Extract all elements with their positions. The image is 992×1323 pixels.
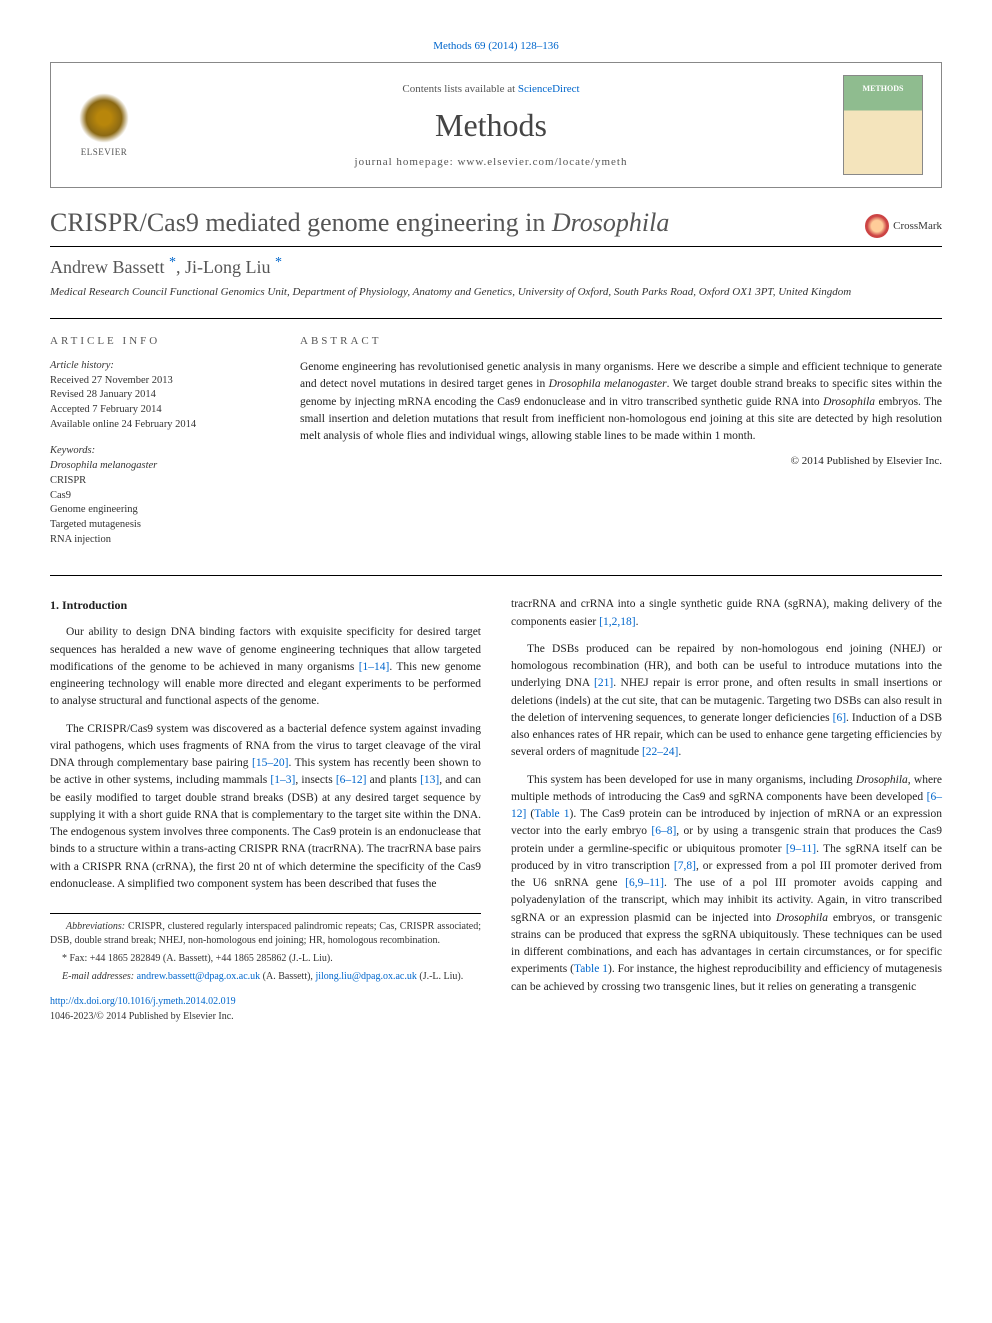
contents-line: Contents lists available at ScienceDirec… bbox=[139, 83, 843, 95]
email-line: E-mail addresses: andrew.bassett@dpag.ox… bbox=[50, 970, 481, 984]
keyword: Cas9 bbox=[50, 489, 250, 504]
email-author: (A. Bassett), bbox=[260, 971, 315, 982]
history-line: Revised 28 January 2014 bbox=[50, 388, 250, 403]
homepage-url[interactable]: www.elsevier.com/locate/ymeth bbox=[457, 156, 627, 168]
paragraph: The DSBs produced can be repaired by non… bbox=[511, 641, 942, 762]
journal-reference: Methods 69 (2014) 128–136 bbox=[50, 40, 942, 52]
article-info-header: ARTICLE INFO bbox=[50, 335, 250, 347]
crossmark-badge[interactable]: CrossMark bbox=[865, 214, 942, 238]
keyword: Drosophila melanogaster bbox=[50, 459, 250, 474]
article-history: Article history: Received 27 November 20… bbox=[50, 359, 250, 432]
contents-prefix: Contents lists available at bbox=[402, 83, 517, 95]
crossmark-icon bbox=[865, 214, 889, 238]
email-label: E-mail addresses: bbox=[62, 971, 134, 982]
email-link[interactable]: jilong.liu@dpag.ox.ac.uk bbox=[315, 971, 416, 982]
paragraph: Our ability to design DNA binding factor… bbox=[50, 624, 481, 710]
journal-header: ELSEVIER Contents lists available at Sci… bbox=[50, 62, 942, 188]
abstract: ABSTRACT Genome engineering has revoluti… bbox=[270, 335, 942, 559]
issn-copyright: 1046-2023/© 2014 Published by Elsevier I… bbox=[50, 1009, 481, 1024]
email-author: (J.-L. Liu). bbox=[417, 971, 463, 982]
keywords: Keywords: Drosophila melanogaster CRISPR… bbox=[50, 444, 250, 547]
affiliation: Medical Research Council Functional Geno… bbox=[50, 286, 942, 298]
article-info: ARTICLE INFO Article history: Received 2… bbox=[50, 335, 270, 559]
keywords-label: Keywords: bbox=[50, 444, 250, 459]
doi-link[interactable]: http://dx.doi.org/10.1016/j.ymeth.2014.0… bbox=[50, 994, 481, 1009]
paragraph: This system has been developed for use i… bbox=[511, 772, 942, 996]
history-label: Article history: bbox=[50, 359, 250, 374]
paragraph: tracrRNA and crRNA into a single synthet… bbox=[511, 596, 942, 631]
right-column: tracrRNA and crRNA into a single synthet… bbox=[511, 596, 942, 1024]
footnotes: Abbreviations: CRISPR, clustered regular… bbox=[50, 913, 481, 984]
history-line: Received 27 November 2013 bbox=[50, 374, 250, 389]
homepage-prefix: journal homepage: bbox=[355, 156, 458, 168]
authors: Andrew Bassett *, Ji-Long Liu * bbox=[50, 255, 942, 278]
left-column: 1. Introduction Our ability to design DN… bbox=[50, 596, 481, 1024]
abstract-header: ABSTRACT bbox=[300, 335, 942, 347]
journal-homepage: journal homepage: www.elsevier.com/locat… bbox=[139, 156, 843, 168]
crossmark-label: CrossMark bbox=[893, 220, 942, 232]
article-title: CRISPR/Cas9 mediated genome engineering … bbox=[50, 208, 669, 238]
abstract-text: Genome engineering has revolutionised ge… bbox=[300, 359, 942, 445]
main-content: 1. Introduction Our ability to design DN… bbox=[50, 596, 942, 1024]
history-line: Accepted 7 February 2014 bbox=[50, 403, 250, 418]
email-link[interactable]: andrew.bassett@dpag.ox.ac.uk bbox=[137, 971, 261, 982]
abstract-copyright: © 2014 Published by Elsevier Inc. bbox=[300, 455, 942, 467]
journal-name: Methods bbox=[139, 107, 843, 144]
keyword: Genome engineering bbox=[50, 503, 250, 518]
paragraph: The CRISPR/Cas9 system was discovered as… bbox=[50, 721, 481, 894]
fax-line: * Fax: +44 1865 282849 (A. Bassett), +44… bbox=[50, 952, 481, 966]
journal-cover-thumb bbox=[843, 75, 923, 175]
keyword: CRISPR bbox=[50, 474, 250, 489]
history-line: Available online 24 February 2014 bbox=[50, 418, 250, 433]
keyword: Targeted mutagenesis bbox=[50, 518, 250, 533]
abbreviations: Abbreviations: CRISPR, clustered regular… bbox=[50, 920, 481, 948]
elsevier-tree-icon bbox=[79, 93, 129, 143]
intro-heading: 1. Introduction bbox=[50, 596, 481, 614]
sciencedirect-link[interactable]: ScienceDirect bbox=[518, 83, 580, 95]
elsevier-logo: ELSEVIER bbox=[69, 85, 139, 165]
elsevier-text: ELSEVIER bbox=[81, 147, 128, 157]
keyword: RNA injection bbox=[50, 533, 250, 548]
